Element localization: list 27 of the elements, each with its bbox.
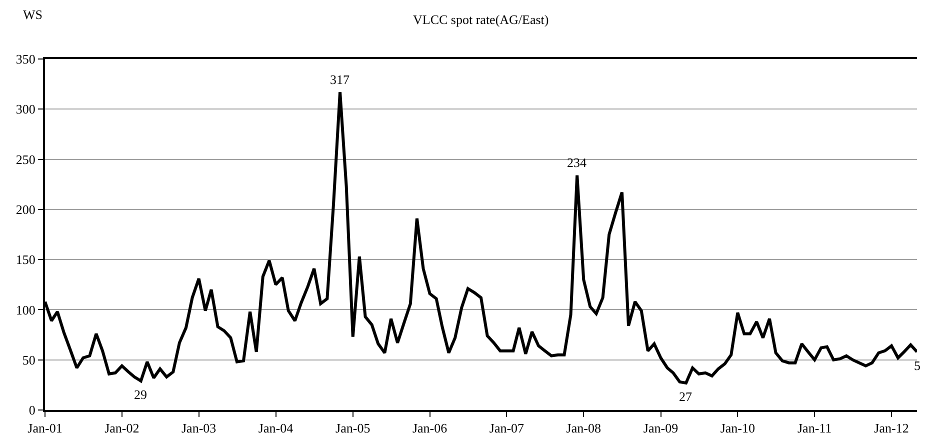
x-tick-label: Jan-08 bbox=[566, 420, 601, 436]
x-tick-label: Jan-02 bbox=[104, 420, 140, 436]
y-axis-title: WS bbox=[23, 7, 42, 22]
y-tick-label: 200 bbox=[16, 202, 36, 217]
annotation: 234 bbox=[567, 155, 587, 170]
x-tick-label: Jan-09 bbox=[643, 420, 678, 436]
x-tick-label: Jan-11 bbox=[797, 420, 832, 436]
y-tick-label: 300 bbox=[16, 102, 36, 117]
annotation: 317 bbox=[330, 72, 350, 87]
y-tick-label: 100 bbox=[16, 302, 36, 318]
x-tick-label: Jan-06 bbox=[412, 420, 448, 436]
y-tick-label: 150 bbox=[16, 252, 36, 268]
x-tick-label: Jan-10 bbox=[720, 420, 756, 436]
x-tick-label: Jan-07 bbox=[489, 420, 525, 436]
annotation: 29 bbox=[134, 387, 147, 402]
y-tick-label: 0 bbox=[28, 402, 36, 418]
x-tick-label: Jan-03 bbox=[181, 420, 216, 436]
y-tick-label: 350 bbox=[16, 52, 36, 67]
annotation: 27 bbox=[679, 389, 692, 404]
x-tick-label: Jan-12 bbox=[874, 420, 909, 436]
annotation: 5 bbox=[914, 358, 920, 373]
x-tick-label: Jan-01 bbox=[28, 420, 62, 436]
chart-title: VLCC spot rate(AG/East) bbox=[413, 12, 549, 27]
x-tick-label: Jan-04 bbox=[258, 420, 294, 436]
y-tick-label: 50 bbox=[22, 352, 36, 368]
y-tick-label: 250 bbox=[16, 152, 36, 167]
x-tick-label: Jan-05 bbox=[336, 420, 370, 436]
